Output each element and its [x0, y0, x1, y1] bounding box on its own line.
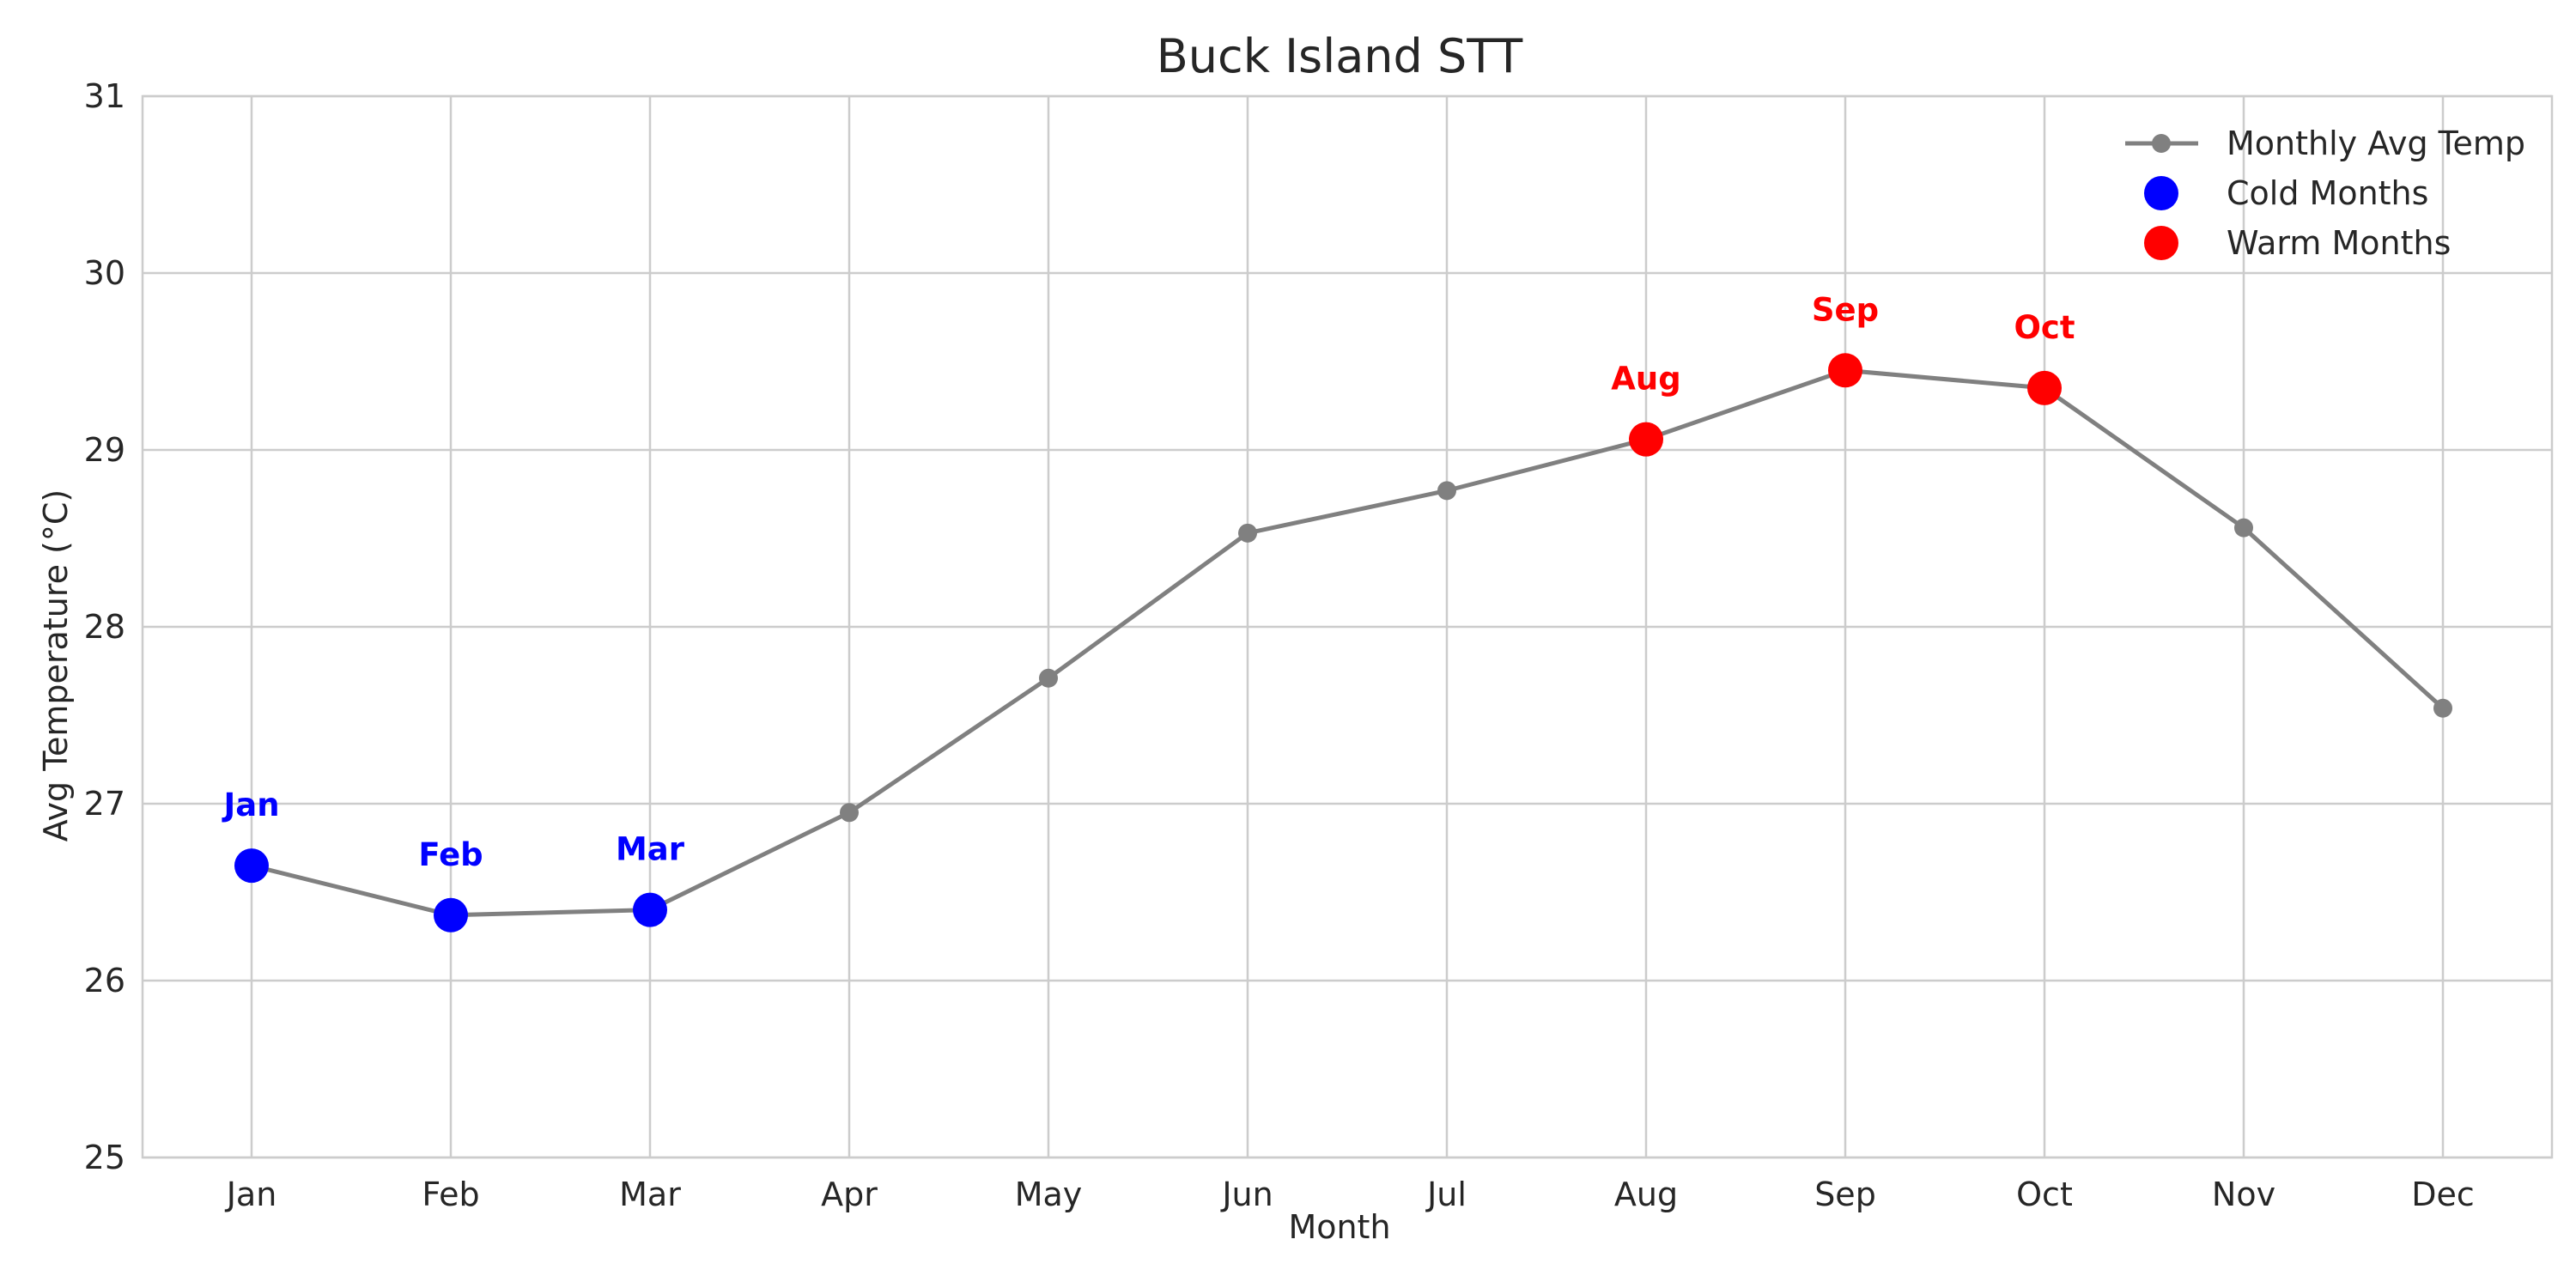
- series-line: [251, 368, 2445, 918]
- series-marker: [1238, 523, 1257, 543]
- x-tick-label: May: [1015, 1176, 1083, 1213]
- highlight-marker: [234, 848, 269, 884]
- series-layer: [234, 353, 2452, 933]
- y-tick-label: 26: [84, 962, 125, 999]
- series-marker: [1039, 668, 1058, 688]
- x-tick-label: Mar: [619, 1176, 681, 1213]
- x-tick-label: Nov: [2212, 1176, 2275, 1213]
- highlight-marker: [434, 897, 468, 933]
- y-tick-label: 25: [84, 1139, 125, 1176]
- legend-marker: [2144, 176, 2178, 210]
- x-axis-label: Month: [1288, 1208, 1390, 1246]
- x-tick-label: Apr: [821, 1176, 878, 1213]
- legend-line-marker: [2152, 134, 2171, 153]
- point-labels: Jan Feb Mar Aug Sep Oct: [221, 291, 2075, 872]
- y-tick-label: 30: [84, 254, 125, 292]
- x-tick-label: Jun: [1220, 1176, 1273, 1213]
- highlight-marker: [2027, 370, 2062, 405]
- tick-labels: Jan Feb Mar Apr May Jun Jul Aug Sep Oct Nov Dec 25 26…: [84, 77, 2475, 1213]
- x-tick-label: Oct: [2016, 1176, 2073, 1213]
- legend-marker: [2144, 226, 2178, 260]
- series-marker: [2433, 698, 2452, 718]
- series-marker: [2234, 518, 2253, 538]
- highlight-marker: [633, 892, 667, 927]
- y-tick-label: 28: [84, 608, 125, 646]
- x-tick-label: Aug: [1614, 1176, 1678, 1213]
- plot-frame: [141, 94, 2554, 1159]
- legend-label: Monthly Avg Temp: [2227, 125, 2525, 162]
- point-label: Oct: [2014, 309, 2075, 346]
- y-tick-label: 27: [84, 785, 125, 823]
- y-axis-label: Avg Temperature (°C): [37, 489, 75, 841]
- x-tick-label: Feb: [422, 1176, 479, 1213]
- point-label: Feb: [418, 836, 483, 873]
- x-tick-label: Jul: [1425, 1176, 1467, 1213]
- point-label: Jan: [221, 787, 279, 823]
- legend-label: Cold Months: [2227, 174, 2428, 212]
- x-tick-label: Dec: [2411, 1176, 2475, 1213]
- chart-title: Buck Island STT: [1157, 29, 1524, 83]
- y-tick-label: 31: [84, 77, 125, 115]
- series-marker: [1437, 481, 1456, 501]
- point-label: Sep: [1812, 291, 1879, 328]
- x-tick-label: Jan: [225, 1176, 277, 1213]
- y-tick-label: 29: [84, 431, 125, 469]
- highlight-marker: [1629, 422, 1663, 457]
- legend-label: Warm Months: [2227, 224, 2451, 262]
- point-label: Mar: [616, 831, 685, 868]
- highlight-marker: [1828, 353, 1862, 388]
- legend: Monthly Avg Temp Cold Months Warm Months: [2125, 125, 2525, 262]
- x-tick-label: Sep: [1814, 1176, 1876, 1213]
- point-label: Aug: [1611, 361, 1680, 398]
- series-marker: [840, 803, 859, 823]
